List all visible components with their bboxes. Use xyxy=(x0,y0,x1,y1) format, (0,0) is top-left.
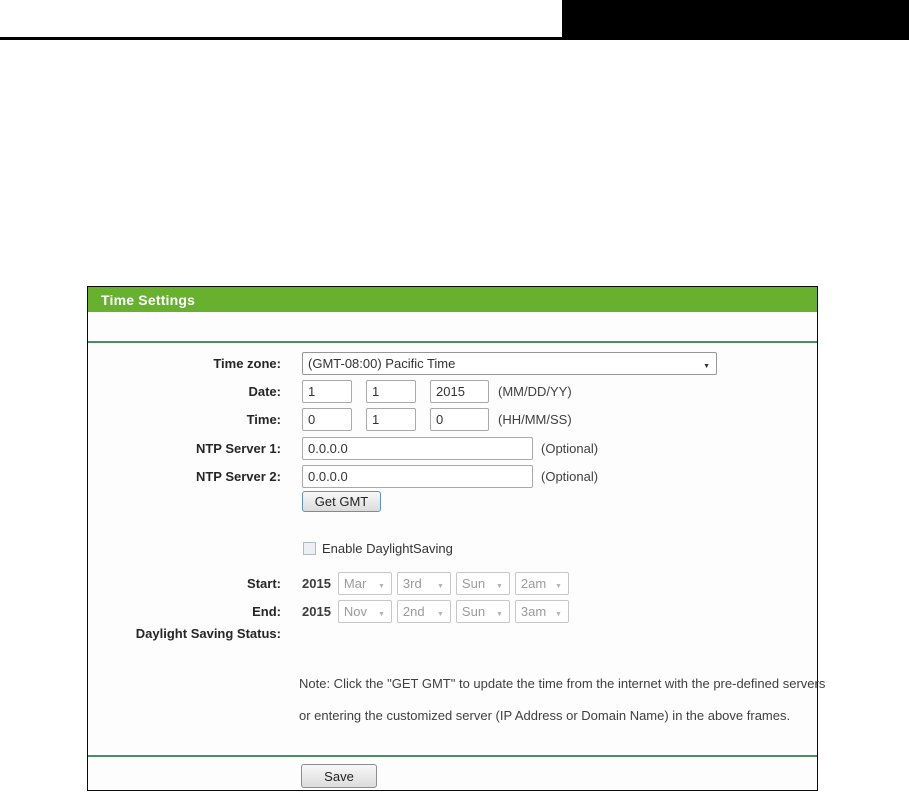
chevron-down-icon xyxy=(437,604,444,619)
date-label: Date: xyxy=(248,383,281,399)
dst-start-time-value: 2am xyxy=(520,575,547,591)
ntp-server1-label: NTP Server 1: xyxy=(195,440,281,456)
time-row: Time: (HH/MM/SS) xyxy=(88,407,572,431)
dst-start-label: Start: xyxy=(247,575,281,591)
time-zone-selected-value: (GMT-08:00) Pacific Time xyxy=(308,355,456,371)
chevron-down-icon xyxy=(378,604,385,619)
daylight-saving-status-row: Daylight Saving Status: xyxy=(88,625,281,641)
enable-daylight-saving-checkbox[interactable] xyxy=(303,541,316,555)
ntp-server2-row: NTP Server 2: (Optional) xyxy=(88,464,598,488)
ntp-server1-hint: (Optional) xyxy=(541,440,599,456)
top-divider-line xyxy=(0,37,909,40)
dst-start-year: 2015 xyxy=(302,575,331,591)
chevron-down-icon xyxy=(555,604,562,619)
ntp-server1-row: NTP Server 1: (Optional) xyxy=(88,436,598,460)
time-second-input[interactable] xyxy=(430,407,489,431)
panel-title-text: Time Settings xyxy=(101,291,196,308)
get-gmt-button[interactable]: Get GMT xyxy=(302,491,381,512)
dst-end-time-value: 3am xyxy=(520,603,547,619)
time-settings-panel: Time Settings Time zone: (GMT-08:00) Pac… xyxy=(87,286,825,791)
chevron-down-icon xyxy=(703,356,710,371)
date-day-input[interactable] xyxy=(366,379,416,403)
time-zone-select[interactable]: (GMT-08:00) Pacific Time xyxy=(302,351,717,375)
panel-title: Time Settings xyxy=(88,287,817,312)
dst-start-day-select[interactable]: Sun xyxy=(455,571,510,595)
separator-top xyxy=(88,341,817,343)
chevron-down-icon xyxy=(555,576,562,591)
date-month-input[interactable] xyxy=(302,379,352,403)
date-row: Date: (MM/DD/YY) xyxy=(88,379,572,403)
dst-end-label: End: xyxy=(252,603,281,619)
dst-end-day-select[interactable]: Sun xyxy=(455,599,510,623)
ntp-server2-input[interactable] xyxy=(302,464,533,488)
date-year-input[interactable] xyxy=(430,379,489,403)
dst-start-week-select[interactable]: 3rd xyxy=(396,571,451,595)
note-text-line2: or entering the customized server (IP Ad… xyxy=(299,708,791,723)
dst-end-month-select[interactable]: Nov xyxy=(337,599,392,623)
dst-end-week-select[interactable]: 2nd xyxy=(396,599,451,623)
time-zone-row: Time zone: (GMT-08:00) Pacific Time xyxy=(88,351,717,375)
chevron-down-icon xyxy=(378,576,385,591)
time-hour-input[interactable] xyxy=(302,407,352,431)
dst-start-month-value: Mar xyxy=(343,575,367,591)
separator-bottom xyxy=(88,755,817,757)
dst-start-day-value: Sun xyxy=(461,575,486,591)
top-banner-block xyxy=(562,0,909,37)
time-format-hint: (HH/MM/SS) xyxy=(498,411,572,427)
ntp-server2-label: NTP Server 2: xyxy=(195,468,281,484)
dst-start-row: Start: 2015 Mar 3rd Sun 2am xyxy=(88,571,569,595)
dst-start-week-value: 3rd xyxy=(402,575,422,591)
chevron-down-icon xyxy=(437,576,444,591)
time-minute-input[interactable] xyxy=(366,407,416,431)
enable-daylight-saving-label: Enable DaylightSaving xyxy=(322,540,453,556)
time-label: Time: xyxy=(246,411,281,427)
chevron-down-icon xyxy=(496,576,503,591)
dst-end-row: End: 2015 Nov 2nd Sun 3am xyxy=(88,599,569,623)
date-format-hint: (MM/DD/YY) xyxy=(498,383,572,399)
dst-end-day-value: Sun xyxy=(461,603,486,619)
ntp-server2-hint: (Optional) xyxy=(541,468,599,484)
daylight-saving-row: Enable DaylightSaving xyxy=(88,540,453,556)
dst-end-week-value: 2nd xyxy=(402,603,425,619)
dst-start-month-select[interactable]: Mar xyxy=(337,571,392,595)
save-button[interactable]: Save xyxy=(301,764,377,788)
time-zone-label: Time zone: xyxy=(213,355,281,371)
note-text-line1: Note: Click the "GET GMT" to update the … xyxy=(299,676,826,691)
daylight-saving-status-label: Daylight Saving Status: xyxy=(135,625,281,641)
dst-end-time-select[interactable]: 3am xyxy=(514,599,569,623)
dst-start-time-select[interactable]: 2am xyxy=(514,571,569,595)
ntp-server1-input[interactable] xyxy=(302,436,533,460)
chevron-down-icon xyxy=(496,604,503,619)
dst-end-year: 2015 xyxy=(302,603,331,619)
dst-end-month-value: Nov xyxy=(343,603,368,619)
